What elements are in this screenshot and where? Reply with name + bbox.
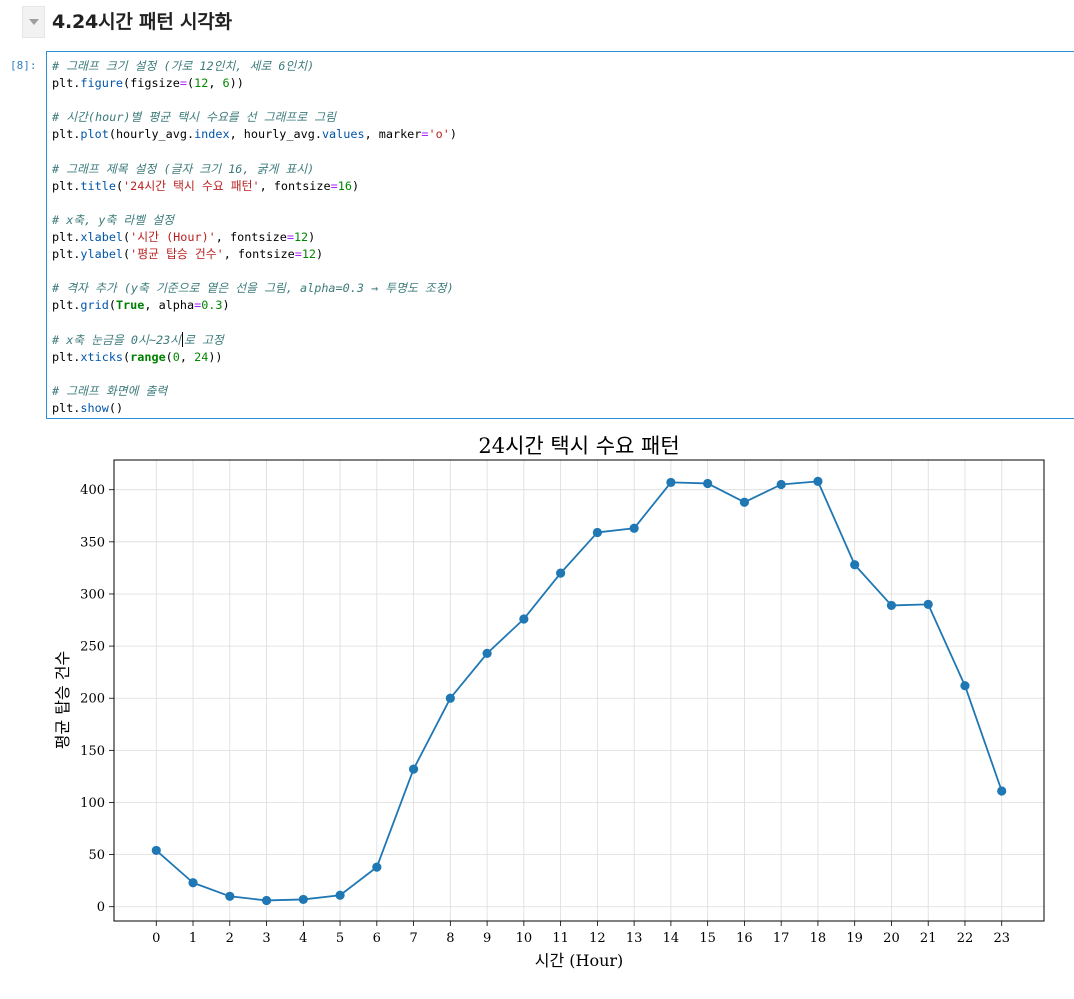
code-line: # 그래프 제목 설정 (글자 크기 16, 굵게 표시) — [52, 161, 315, 176]
data-point-marker — [408, 764, 419, 774]
code-cell-editor[interactable]: # 그래프 크기 설정 (가로 12인치, 세로 6인치) plt.figure… — [46, 51, 1074, 419]
code-line: # 그래프 화면에 출력 — [52, 383, 168, 398]
collapse-button[interactable] — [22, 6, 45, 38]
y-tick-label: 0 — [97, 900, 105, 915]
x-tick-label: 11 — [552, 931, 569, 946]
execution-count: [8]: — [10, 59, 37, 72]
axes-frame — [113, 459, 1045, 922]
y-tick-label: 150 — [80, 744, 105, 759]
data-point-marker — [666, 477, 676, 488]
code-line: # 격자 추가 (y축 기준으로 옅은 선을 그림, alpha=0.3 → 투… — [52, 281, 454, 296]
x-tick-label: 0 — [152, 931, 160, 946]
y-tick-label: 100 — [80, 796, 105, 811]
x-tick-label: 3 — [262, 931, 270, 946]
y-tick-label: 400 — [80, 483, 105, 498]
x-tick-label: 9 — [483, 931, 491, 946]
data-point-marker — [629, 523, 639, 533]
x-tick-label: 14 — [663, 931, 680, 946]
x-tick-label: 18 — [810, 931, 827, 946]
x-tick-label: 19 — [846, 931, 863, 946]
code-line: # x축, y축 라벨 설정 — [52, 212, 174, 227]
y-tick-label: 200 — [80, 692, 105, 707]
code-line: plt.title('24시간 택시 수요 패턴', fontsize=16) — [52, 178, 360, 193]
x-tick-label: 16 — [736, 931, 753, 946]
x-tick-label: 20 — [883, 931, 900, 946]
data-point-marker — [445, 693, 455, 703]
data-point-marker — [335, 890, 345, 900]
x-tick-label: 5 — [336, 931, 344, 946]
data-point-marker — [739, 497, 750, 507]
x-tick-label: 22 — [957, 931, 974, 946]
markdown-heading-row: 4.24시간 패턴 시각화 — [0, 0, 1074, 44]
ticks: 0 1 2 3 4 5 6 7 8 9 10 11 12 13 14 15 16 17 18 19 20 21 22 2305… — [80, 483, 1010, 946]
x-tick-label: 4 — [299, 931, 307, 946]
data-point-marker — [592, 527, 602, 538]
chart-output: 0 1 2 3 4 5 6 7 8 9 10 11 12 13 14 15 16 17 18 19 20 21 22 23 0 5… — [0, 420, 1074, 995]
code-block[interactable]: # 그래프 크기 설정 (가로 12인치, 세로 6인치) plt.figure… — [52, 58, 457, 417]
data-point-marker — [886, 600, 897, 611]
data-point-marker — [188, 878, 198, 888]
x-tick-label: 21 — [920, 931, 937, 946]
code-line: # x축 눈금을 0시~23시 로 고정 — [52, 331, 224, 347]
data-point-marker — [482, 648, 492, 658]
y-tick-label: 50 — [88, 848, 105, 863]
x-tick-label: 13 — [626, 931, 643, 946]
x-tick-label: 12 — [589, 931, 606, 946]
code-line: plt.figure(figsize=(12, 6)) — [52, 76, 244, 91]
x-tick-label: 7 — [409, 931, 417, 946]
code-line: # 그래프 크기 설정 (가로 12인치, 세로 6인치) — [52, 59, 315, 73]
data-point-marker — [151, 845, 161, 856]
chart-background — [0, 420, 1074, 995]
x-tick-label: 6 — [373, 931, 381, 946]
data-point-marker — [960, 681, 970, 691]
grid-lines — [114, 460, 1044, 921]
data-point-marker — [519, 614, 529, 624]
y-tick-label: 350 — [80, 535, 105, 550]
x-tick-label: 8 — [446, 931, 454, 946]
x-tick-label: 23 — [993, 931, 1010, 946]
data-point-marker — [776, 479, 786, 490]
data-point-marker — [556, 568, 566, 578]
chart-title: 24시간 택시 수요 패턴 — [478, 434, 679, 458]
text-cursor — [182, 331, 184, 347]
data-point-marker — [923, 599, 933, 609]
line-chart: 0 1 2 3 4 5 6 7 8 9 10 11 12 13 14 15 16 17 18 19 20 21 22 2305… — [0, 420, 1074, 995]
chevron-down-icon — [29, 19, 39, 25]
data-point-marker — [261, 895, 272, 906]
code-line: # 시간(hour)별 평균 택시 수요를 선 그래프로 그림 — [52, 110, 336, 125]
series-line — [155, 480, 1003, 902]
x-tick-label: 15 — [699, 931, 716, 946]
data-point-marker — [813, 476, 823, 486]
data-point-marker — [997, 786, 1007, 796]
y-tick-label: 250 — [80, 640, 105, 655]
x-tick-label: 17 — [773, 931, 790, 946]
data-point-marker — [225, 891, 235, 901]
data-point-marker — [298, 894, 308, 905]
code-line: plt.show() — [52, 400, 124, 415]
data-point-marker — [703, 478, 713, 489]
data-point-marker — [372, 862, 382, 872]
x-axis-label: 시간 (Hour) — [535, 951, 624, 970]
y-axis-label: 평균 탑승 건수 — [53, 651, 72, 750]
x-tick-label: 1 — [189, 931, 197, 946]
y-tick-label: 300 — [80, 587, 105, 602]
series-layer — [151, 476, 1007, 906]
x-tick-label: 2 — [226, 931, 234, 946]
code-line: plt.plot(hourly_avg.index, hourly_avg.va… — [52, 127, 457, 142]
data-point-marker — [850, 560, 860, 570]
code-line: plt.ylabel('평균 탑승 건수', fontsize=12) — [52, 247, 324, 262]
x-tick-label: 10 — [516, 931, 533, 946]
section-heading: 4.24시간 패턴 시각화 — [52, 11, 232, 33]
code-line: plt.grid(True, alpha=0.3) — [52, 298, 230, 313]
code-line: plt.xticks(range(0, 24)) — [52, 349, 223, 364]
code-line: plt.xlabel('시간 (Hour)', fontsize=12) — [52, 229, 316, 244]
